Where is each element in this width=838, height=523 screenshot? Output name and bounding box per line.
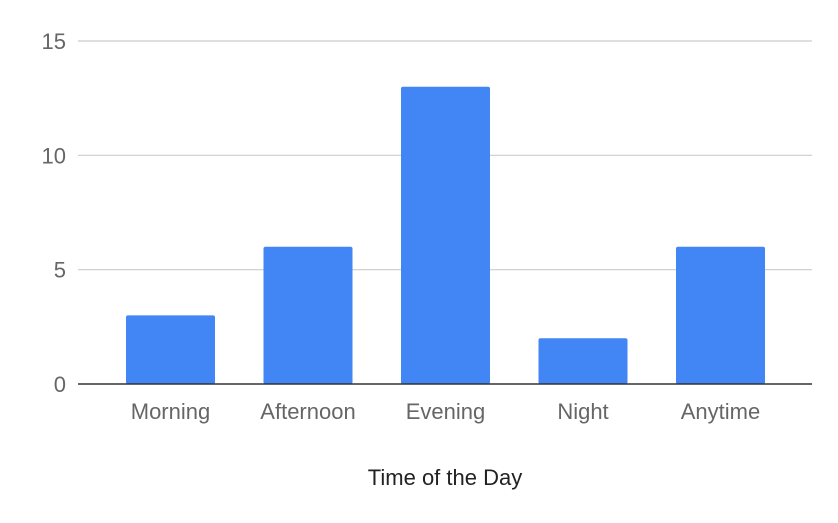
x-axis-title: Time of the Day bbox=[368, 465, 522, 490]
x-tick-label: Evening bbox=[406, 399, 486, 424]
x-axis-ticks: Morning Afternoon Evening Night Anytime bbox=[131, 399, 760, 424]
y-tick-label: 0 bbox=[54, 372, 66, 397]
x-tick-label: Afternoon bbox=[260, 399, 355, 424]
bar-evening bbox=[401, 86, 490, 384]
bar-anytime bbox=[676, 246, 765, 384]
y-tick-label: 5 bbox=[54, 258, 66, 283]
bars bbox=[126, 86, 765, 384]
bar-night bbox=[538, 338, 628, 384]
bar-afternoon bbox=[263, 246, 353, 384]
x-tick-label: Anytime bbox=[681, 399, 760, 424]
y-tick-label: 15 bbox=[42, 29, 66, 54]
x-tick-label: Night bbox=[557, 399, 608, 424]
y-axis-ticks: 0 5 10 15 bbox=[42, 29, 66, 397]
bar-morning bbox=[126, 315, 215, 384]
x-tick-label: Morning bbox=[131, 399, 210, 424]
y-tick-label: 10 bbox=[42, 143, 66, 168]
